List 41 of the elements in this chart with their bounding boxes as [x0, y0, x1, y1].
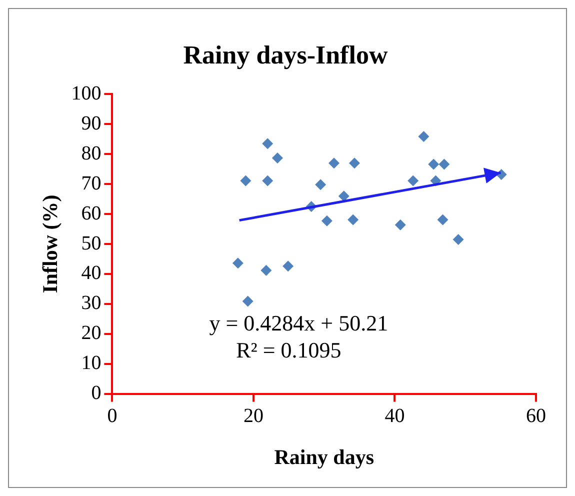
y-tick-label: 20 — [81, 322, 102, 344]
y-tick-label: 90 — [81, 112, 102, 134]
point — [272, 152, 283, 164]
x-tick-label: 0 — [107, 405, 118, 428]
point — [418, 130, 430, 142]
x-tick-label: 60 — [526, 405, 546, 428]
point — [428, 158, 440, 170]
chart-title: Rainy days-Inflow — [183, 40, 388, 70]
point — [394, 219, 406, 230]
point — [348, 158, 360, 169]
y-tick-label: 40 — [81, 262, 102, 284]
point — [408, 175, 419, 186]
point — [338, 190, 350, 202]
point — [240, 175, 252, 186]
point — [262, 175, 274, 186]
annotation: R² = 0.1095 — [236, 338, 342, 363]
point — [438, 158, 450, 170]
point — [321, 215, 332, 226]
point — [452, 234, 464, 246]
y-tick-label: 100 — [71, 82, 102, 104]
y-tick-label: 70 — [81, 172, 102, 194]
point — [282, 260, 294, 272]
annotation: y = 0.4284x + 50.21 — [209, 310, 388, 336]
y-tick-label: 50 — [81, 232, 102, 254]
y-tick-label: 30 — [81, 292, 102, 314]
x-tick-label: 40 — [384, 405, 405, 428]
y-tick-label: 10 — [81, 352, 102, 374]
x-tick-label: 20 — [243, 405, 264, 428]
x-axis-title: Rainy days — [274, 444, 374, 469]
y-tick-label: 80 — [81, 142, 102, 164]
point — [437, 214, 448, 226]
point — [315, 179, 326, 190]
point — [262, 138, 274, 150]
point — [242, 296, 254, 307]
point — [232, 258, 244, 269]
y-axis-title: Inflow (%) — [38, 194, 62, 294]
point — [328, 158, 340, 169]
point — [348, 214, 359, 226]
y-tick-label: 60 — [81, 202, 102, 224]
point — [260, 264, 272, 276]
y-tick-label: 0 — [91, 382, 102, 404]
